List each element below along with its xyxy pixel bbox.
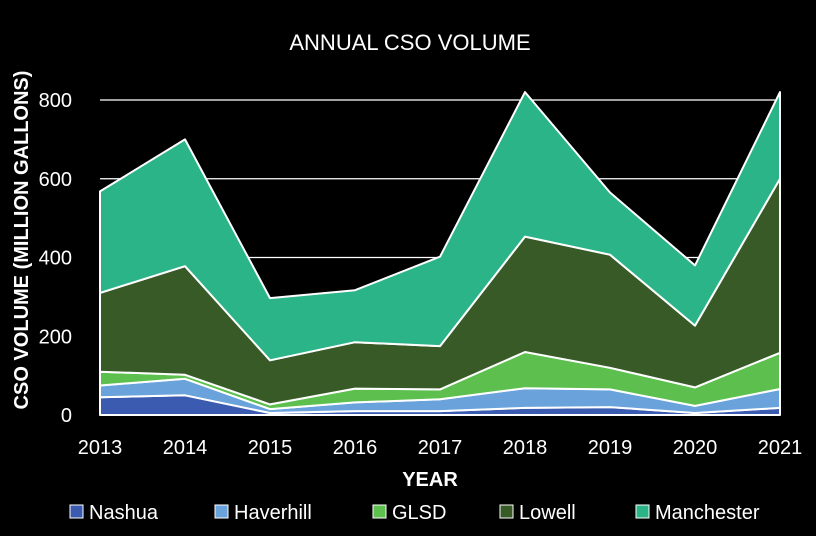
x-tick-label: 2019 xyxy=(588,437,633,459)
legend-item-nashua: Nashua xyxy=(69,502,159,524)
x-tick-label: 2020 xyxy=(673,437,718,459)
legend-swatch xyxy=(69,504,84,519)
legend-label: Lowell xyxy=(519,502,576,524)
y-tick-label: 400 xyxy=(39,248,72,270)
x-tick-label: 2015 xyxy=(248,437,293,459)
x-tick-label: 2017 xyxy=(418,437,463,459)
y-tick-label: 0 xyxy=(61,405,72,427)
y-tick-label: 600 xyxy=(39,169,72,191)
x-tick-label: 2021 xyxy=(758,437,803,459)
legend-swatch xyxy=(635,504,650,519)
legend-label: Manchester xyxy=(655,502,760,524)
y-axis: 0 200 400 600 800 xyxy=(39,90,72,427)
legend-swatch xyxy=(214,504,229,519)
legend-label: GLSD xyxy=(392,502,446,524)
legend-item-manchester: Manchester xyxy=(635,502,760,524)
x-axis: 2013 2014 2015 2016 2017 2018 2019 2020 2021 xyxy=(78,437,803,459)
y-axis-title: CSO VOLUME (MILLION GALLONS) xyxy=(11,71,33,410)
x-tick-label: 2018 xyxy=(503,437,548,459)
x-tick-label: 2013 xyxy=(78,437,123,459)
legend-swatch xyxy=(499,504,514,519)
legend-label: Nashua xyxy=(89,502,159,524)
legend-label: Haverhill xyxy=(234,502,312,524)
y-tick-label: 200 xyxy=(39,326,72,348)
legend-item-lowell: Lowell xyxy=(499,502,576,524)
legend-item-glsd: GLSD xyxy=(372,502,446,524)
legend-swatch xyxy=(372,504,387,519)
legend-item-haverhill: Haverhill xyxy=(214,502,312,524)
chart-title: ANNUAL CSO VOLUME xyxy=(289,30,530,55)
series-area-manchester xyxy=(99,91,781,362)
legend: Nashua Haverhill GLSD Lowell Manchester xyxy=(69,502,760,524)
x-tick-label: 2014 xyxy=(163,437,208,459)
y-tick-label: 800 xyxy=(39,90,72,112)
x-tick-label: 2016 xyxy=(333,437,378,459)
plot-area xyxy=(99,91,781,416)
x-axis-title: YEAR xyxy=(402,469,458,491)
